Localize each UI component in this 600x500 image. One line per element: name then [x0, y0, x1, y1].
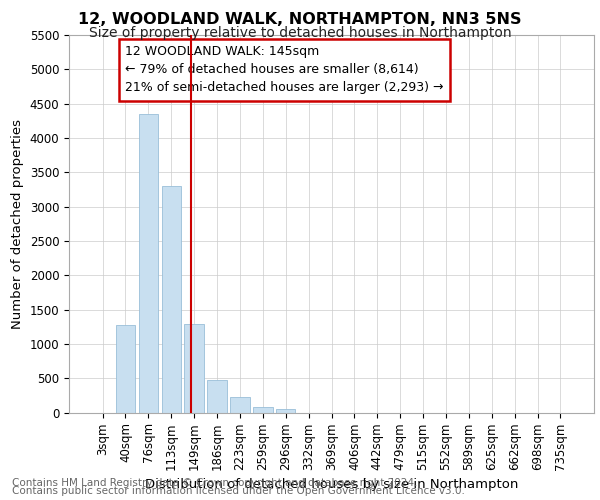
Bar [139, 114, 158, 412]
Bar [276, 409, 295, 412]
Text: Contains HM Land Registry data © Crown copyright and database right 2024.: Contains HM Land Registry data © Crown c… [12, 478, 418, 488]
Bar [116, 324, 135, 412]
Bar [184, 324, 204, 412]
Text: Size of property relative to detached houses in Northampton: Size of property relative to detached ho… [89, 26, 511, 40]
X-axis label: Distribution of detached houses by size in Northampton: Distribution of detached houses by size … [145, 478, 518, 491]
Bar [253, 407, 272, 412]
Bar [230, 396, 250, 412]
Text: 12 WOODLAND WALK: 145sqm
← 79% of detached houses are smaller (8,614)
21% of sem: 12 WOODLAND WALK: 145sqm ← 79% of detach… [125, 46, 444, 94]
Bar [208, 380, 227, 412]
Text: 12, WOODLAND WALK, NORTHAMPTON, NN3 5NS: 12, WOODLAND WALK, NORTHAMPTON, NN3 5NS [78, 12, 522, 28]
Text: Contains public sector information licensed under the Open Government Licence v3: Contains public sector information licen… [12, 486, 465, 496]
Bar [161, 186, 181, 412]
Y-axis label: Number of detached properties: Number of detached properties [11, 118, 24, 329]
